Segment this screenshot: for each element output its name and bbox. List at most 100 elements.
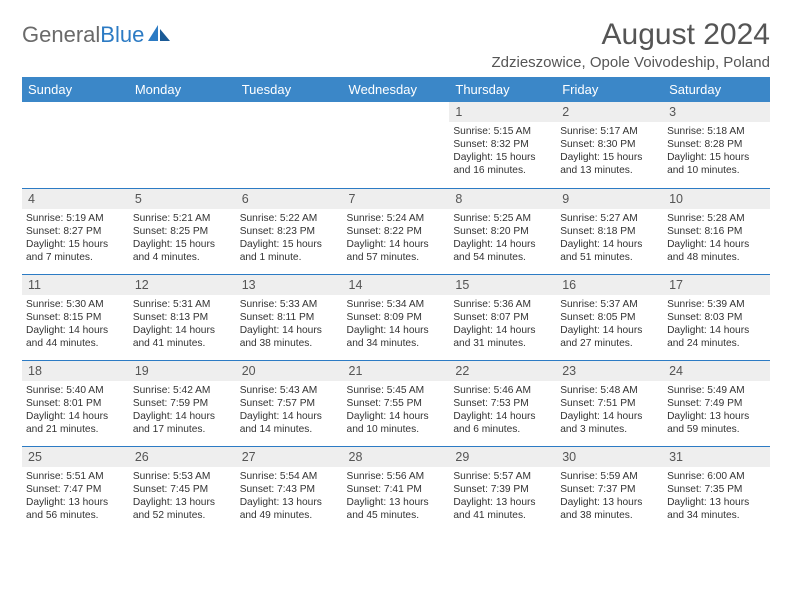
daylight-line: Daylight: 13 hours and 41 minutes. (453, 496, 552, 522)
sunrise-line: Sunrise: 5:27 AM (560, 212, 659, 225)
title-block: August 2024 Zdzieszowice, Opole Voivodes… (492, 18, 771, 71)
sunrise-line: Sunrise: 5:31 AM (133, 298, 232, 311)
weekday-header-row: Sunday Monday Tuesday Wednesday Thursday… (22, 77, 770, 102)
calendar-day-cell: 24Sunrise: 5:49 AMSunset: 7:49 PMDayligh… (663, 360, 770, 446)
calendar-day-cell: 2Sunrise: 5:17 AMSunset: 8:30 PMDaylight… (556, 102, 663, 188)
sunrise-line: Sunrise: 6:00 AM (667, 470, 766, 483)
sunrise-line: Sunrise: 5:22 AM (240, 212, 339, 225)
sunrise-line: Sunrise: 5:34 AM (347, 298, 446, 311)
daylight-line: Daylight: 15 hours and 7 minutes. (26, 238, 125, 264)
sunset-line: Sunset: 8:23 PM (240, 225, 339, 238)
weekday-header: Tuesday (236, 77, 343, 102)
daylight-line: Daylight: 14 hours and 41 minutes. (133, 324, 232, 350)
day-number: 3 (663, 102, 770, 122)
daylight-line: Daylight: 13 hours and 34 minutes. (667, 496, 766, 522)
sunrise-line: Sunrise: 5:25 AM (453, 212, 552, 225)
daylight-line: Daylight: 13 hours and 59 minutes. (667, 410, 766, 436)
daylight-line: Daylight: 14 hours and 34 minutes. (347, 324, 446, 350)
sunset-line: Sunset: 8:30 PM (560, 138, 659, 151)
day-number: 1 (449, 102, 556, 122)
calendar-day-cell (343, 102, 450, 188)
daylight-line: Daylight: 13 hours and 38 minutes. (560, 496, 659, 522)
calendar-day-cell: 14Sunrise: 5:34 AMSunset: 8:09 PMDayligh… (343, 274, 450, 360)
sunset-line: Sunset: 7:55 PM (347, 397, 446, 410)
calendar-day-cell: 23Sunrise: 5:48 AMSunset: 7:51 PMDayligh… (556, 360, 663, 446)
calendar-day-cell: 28Sunrise: 5:56 AMSunset: 7:41 PMDayligh… (343, 446, 450, 532)
sunrise-line: Sunrise: 5:15 AM (453, 125, 552, 138)
daylight-line: Daylight: 14 hours and 14 minutes. (240, 410, 339, 436)
sunset-line: Sunset: 8:03 PM (667, 311, 766, 324)
sunset-line: Sunset: 8:32 PM (453, 138, 552, 151)
sunset-line: Sunset: 8:18 PM (560, 225, 659, 238)
title-month: August 2024 (492, 18, 771, 52)
calendar-week-row: 1Sunrise: 5:15 AMSunset: 8:32 PMDaylight… (22, 102, 770, 188)
daylight-line: Daylight: 14 hours and 27 minutes. (560, 324, 659, 350)
calendar-day-cell: 26Sunrise: 5:53 AMSunset: 7:45 PMDayligh… (129, 446, 236, 532)
day-number: 9 (556, 189, 663, 209)
day-number: 21 (343, 361, 450, 381)
calendar-day-cell: 9 Sunrise: 5:27 AMSunset: 8:18 PMDaylight… (556, 188, 663, 274)
sunrise-line: Sunrise: 5:36 AM (453, 298, 552, 311)
sunset-line: Sunset: 7:37 PM (560, 483, 659, 496)
calendar-day-cell: 8Sunrise: 5:25 AMSunset: 8:20 PMDaylight… (449, 188, 556, 274)
sunset-line: Sunset: 8:01 PM (26, 397, 125, 410)
daylight-line: Daylight: 13 hours and 49 minutes. (240, 496, 339, 522)
day-number: 22 (449, 361, 556, 381)
weekday-header: Sunday (22, 77, 129, 102)
daylight-line: Daylight: 14 hours and 44 minutes. (26, 324, 125, 350)
calendar-week-row: 18Sunrise: 5:40 AMSunset: 8:01 PMDayligh… (22, 360, 770, 446)
sunrise-line: Sunrise: 5:43 AM (240, 384, 339, 397)
daylight-line: Daylight: 14 hours and 51 minutes. (560, 238, 659, 264)
calendar-day-cell: 15Sunrise: 5:36 AMSunset: 8:07 PMDayligh… (449, 274, 556, 360)
day-number: 28 (343, 447, 450, 467)
weekday-header: Friday (556, 77, 663, 102)
day-number: 16 (556, 275, 663, 295)
weekday-header: Saturday (663, 77, 770, 102)
calendar-table: Sunday Monday Tuesday Wednesday Thursday… (22, 77, 770, 532)
calendar-day-cell: 30 Sunrise: 5:59 AMSunset: 7:37 PMDayligh… (556, 446, 663, 532)
daylight-line: Daylight: 15 hours and 16 minutes. (453, 151, 552, 177)
daylight-line: Daylight: 14 hours and 21 minutes. (26, 410, 125, 436)
sunrise-line: Sunrise: 5:33 AM (240, 298, 339, 311)
daylight-line: Daylight: 15 hours and 13 minutes. (560, 151, 659, 177)
sunset-line: Sunset: 7:59 PM (133, 397, 232, 410)
daylight-line: Daylight: 14 hours and 38 minutes. (240, 324, 339, 350)
calendar-week-row: 4Sunrise: 5:19 AMSunset: 8:27 PMDaylight… (22, 188, 770, 274)
day-number: 10 (663, 189, 770, 209)
calendar-day-cell: 22Sunrise: 5:46 AMSunset: 7:53 PMDayligh… (449, 360, 556, 446)
sunrise-line: Sunrise: 5:59 AM (560, 470, 659, 483)
sunrise-line: Sunrise: 5:28 AM (667, 212, 766, 225)
daylight-line: Daylight: 14 hours and 31 minutes. (453, 324, 552, 350)
sunrise-line: Sunrise: 5:51 AM (26, 470, 125, 483)
daylight-line: Daylight: 13 hours and 52 minutes. (133, 496, 232, 522)
day-number: 23 (556, 361, 663, 381)
calendar-week-row: 11Sunrise: 5:30 AMSunset: 8:15 PMDayligh… (22, 274, 770, 360)
calendar-day-cell (129, 102, 236, 188)
day-number: 7 (343, 189, 450, 209)
header: GeneralBlue August 2024 Zdzieszowice, Op… (22, 18, 770, 71)
sunset-line: Sunset: 8:25 PM (133, 225, 232, 238)
calendar-day-cell: 21Sunrise: 5:45 AMSunset: 7:55 PMDayligh… (343, 360, 450, 446)
calendar-day-cell: 20Sunrise: 5:43 AMSunset: 7:57 PMDayligh… (236, 360, 343, 446)
day-number: 8 (449, 189, 556, 209)
daylight-line: Daylight: 14 hours and 10 minutes. (347, 410, 446, 436)
daylight-line: Daylight: 15 hours and 1 minute. (240, 238, 339, 264)
day-number: 26 (129, 447, 236, 467)
day-number: 27 (236, 447, 343, 467)
weekday-header: Thursday (449, 77, 556, 102)
calendar-day-cell: 3Sunrise: 5:18 AMSunset: 8:28 PMDaylight… (663, 102, 770, 188)
day-number: 13 (236, 275, 343, 295)
sunset-line: Sunset: 7:49 PM (667, 397, 766, 410)
day-number: 6 (236, 189, 343, 209)
sunrise-line: Sunrise: 5:24 AM (347, 212, 446, 225)
brand-part2: Blue (100, 22, 144, 48)
weekday-header: Wednesday (343, 77, 450, 102)
day-number: 30 (556, 447, 663, 467)
calendar-day-cell (22, 102, 129, 188)
sunset-line: Sunset: 8:16 PM (667, 225, 766, 238)
sunset-line: Sunset: 8:27 PM (26, 225, 125, 238)
brand-part1: General (22, 22, 100, 48)
calendar-day-cell: 4Sunrise: 5:19 AMSunset: 8:27 PMDaylight… (22, 188, 129, 274)
calendar-day-cell: 12Sunrise: 5:31 AMSunset: 8:13 PMDayligh… (129, 274, 236, 360)
sunset-line: Sunset: 7:35 PM (667, 483, 766, 496)
